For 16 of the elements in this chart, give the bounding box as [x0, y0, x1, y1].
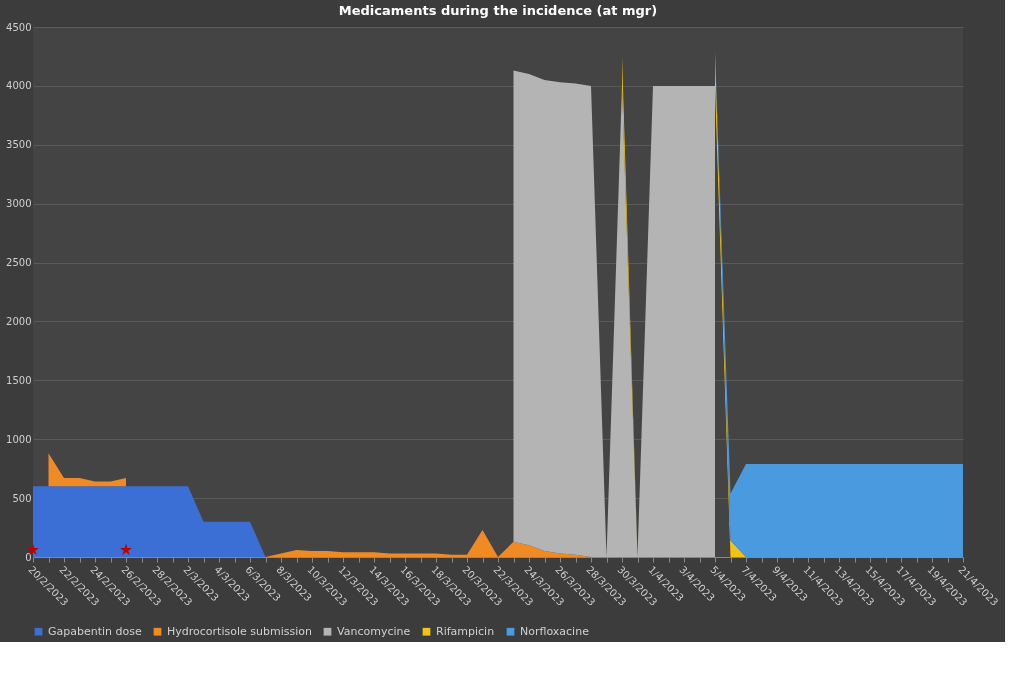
y-tick-label: 2000: [6, 315, 32, 327]
y-tick-label: 3000: [6, 198, 32, 210]
y-tick-label: 4500: [6, 21, 32, 33]
legend-label: Hydrocortisole submission: [167, 624, 312, 638]
legend-label: Vancomycine: [337, 624, 411, 638]
y-tick-label: 1500: [6, 374, 32, 386]
chart-title: Medicaments during the incidence (at mgr): [338, 3, 658, 18]
y-tick-label: 4000: [6, 80, 32, 92]
y-tick-label: 3500: [6, 139, 32, 151]
y-tick-label: 2500: [6, 257, 32, 269]
legend-label: Gapabentin dose: [48, 624, 142, 638]
legend-label: Norfloxacine: [520, 624, 590, 638]
y-tick-label: 500: [12, 492, 32, 504]
y-tick-label: 0: [25, 551, 32, 563]
y-tick-label: 1000: [6, 433, 32, 445]
legend-label: Rifampicin: [436, 624, 495, 638]
